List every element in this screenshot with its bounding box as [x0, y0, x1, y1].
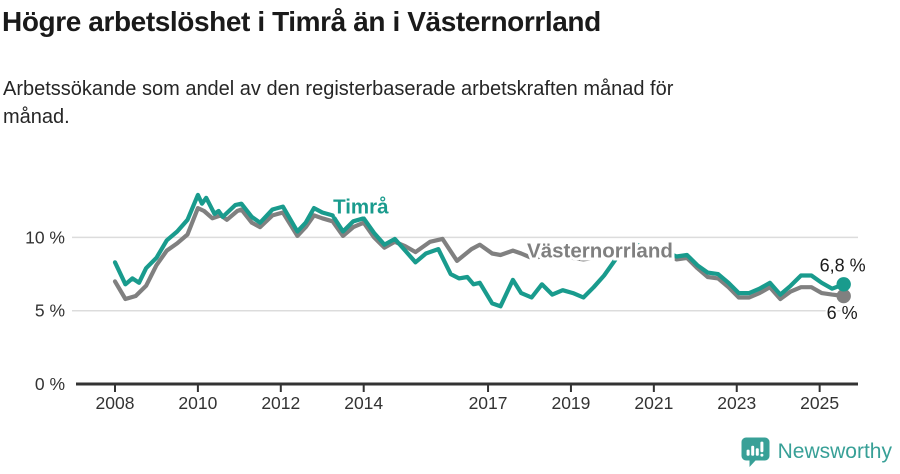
x-tick-label-2017: 2017: [469, 393, 508, 413]
brand-name: Newsworthy: [777, 439, 892, 463]
x-tick-label-2008: 2008: [96, 393, 135, 413]
x-tick-label-2010: 2010: [178, 393, 217, 413]
end-label-timrå: 6,8 %: [820, 255, 866, 275]
end-dot-timrå: [836, 277, 851, 292]
x-tick-label-2023: 2023: [717, 393, 756, 413]
x-tick-label-2019: 2019: [551, 393, 590, 413]
chart-title: Högre arbetslöshet i Timrå än i Västerno…: [2, 6, 601, 37]
end-dot-västernorrland: [836, 288, 851, 304]
chart-subtitle: Arbetssökande som andel av den registerb…: [3, 78, 674, 128]
series-line-västernorrland: [112, 206, 846, 302]
series-label-timrå: Timrå: [333, 196, 389, 219]
newsworthy-icon: [741, 437, 770, 467]
y-tick-label-10: 10 %: [25, 227, 65, 247]
x-tick-label-2012: 2012: [261, 393, 300, 413]
newsworthy-logo: Newsworthy: [740, 436, 892, 469]
y-tick-label-5: 5 %: [35, 301, 65, 321]
end-label-västernorrland: 6 %: [827, 303, 858, 323]
x-tick-label-2014: 2014: [344, 393, 383, 413]
x-tick-label-2025: 2025: [800, 393, 839, 413]
x-tick-label-2021: 2021: [634, 393, 673, 413]
series-line-timrå: [112, 192, 846, 309]
y-tick-label-0: 0 %: [35, 374, 65, 394]
series-label-västernorrland: Västernorrland: [527, 240, 673, 263]
